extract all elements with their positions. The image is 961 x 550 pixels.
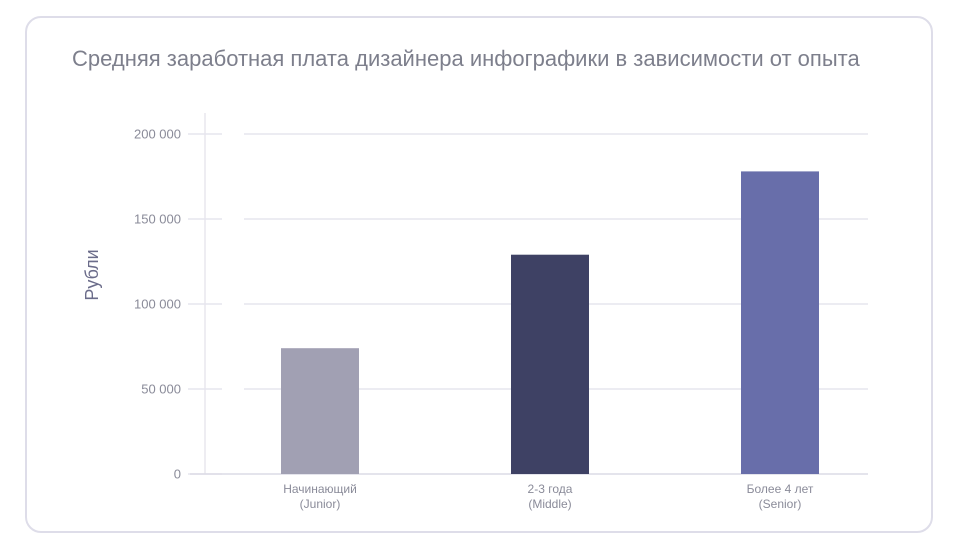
- y-tick-label: 50 000: [141, 382, 181, 397]
- y-axis-label: Рубли: [82, 249, 102, 300]
- x-tick-label: (Senior): [759, 497, 802, 511]
- chart-card: [25, 16, 933, 533]
- x-tick-label: (Middle): [528, 497, 571, 511]
- bar: [511, 254, 589, 474]
- x-tick-label: 2-3 года: [528, 482, 573, 496]
- y-tick-label: 0: [174, 467, 181, 482]
- x-tick-label: Начинающий: [283, 482, 357, 496]
- y-tick-label: 200 000: [134, 127, 181, 142]
- bar: [741, 171, 819, 474]
- x-tick-label: Более 4 лет: [747, 482, 814, 496]
- y-tick-label: 150 000: [134, 212, 181, 227]
- x-tick-label: (Junior): [300, 497, 341, 511]
- y-tick-label: 100 000: [134, 297, 181, 312]
- bar: [281, 348, 359, 474]
- chart-title: Средняя заработная плата дизайнера инфог…: [72, 46, 860, 71]
